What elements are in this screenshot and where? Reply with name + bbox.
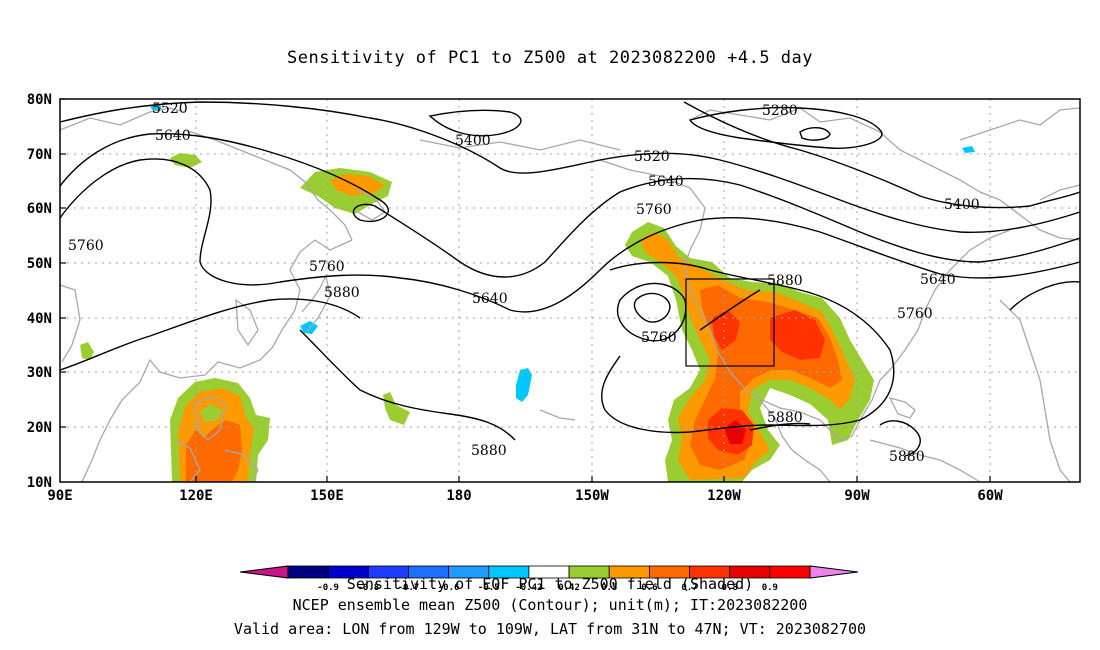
lon-label: 90E [47,488,72,504]
contour-5400-east [683,101,1081,209]
contour-5880-pacific [299,329,516,441]
shade-wpac-hole [200,404,222,422]
contour-5880-inner-low [616,282,687,342]
contour-label: 5760 [309,259,345,275]
contour-5880-carib [879,420,921,457]
colorbar-tick-label: -0.42 [515,583,542,593]
contour-5880-west [59,298,361,371]
colorbar-tick-label: 0.6 [641,583,657,593]
contour-label: 5880 [324,285,360,301]
lon-label: 150E [310,488,344,504]
contour-label: 5640 [648,174,684,190]
colorbar: -0.9 -0.8 -0.7 -0.6 -0.5 -0.42 0.42 0.5 0.6 0.7 0.… [239,565,859,593]
colorbar-tick-label: -0.9 [317,583,339,593]
contour-5280-b [799,127,831,141]
contour-label: 5640 [920,272,956,288]
lon-label: 120W [707,488,741,504]
colorbar-tick-label: 0.9 [762,583,778,593]
contour-5400-west [428,109,522,137]
chart-title: Sensitivity of PC1 to Z500 at 2023082200… [286,48,813,68]
contour-label: 5280 [762,103,798,119]
contour-label: 5760 [636,202,672,218]
shade-cyan-greenland [962,146,975,153]
contour-5280-a [688,106,883,149]
contour-label: 5760 [68,238,104,254]
colorbar-tick-label: 0.42 [558,583,580,593]
shade-cyan-japan [300,321,318,334]
lat-label: 20N [27,420,52,436]
shade-na-red-3 [712,310,740,350]
contour-label: 5520 [634,149,670,165]
contour-label: 5760 [897,306,933,322]
lon-label: 180 [446,488,471,504]
lat-label: 70N [27,147,52,163]
contour-5760 [59,158,1081,313]
contour-5880-ridge [699,289,761,331]
coastlines [59,107,1081,483]
contour-label: 5880 [767,410,803,426]
lat-label: 80N [27,92,52,108]
contour-5880-atl [1009,281,1081,311]
colorbar-tick-label: -0.5 [478,583,500,593]
lat-label: 10N [27,475,52,491]
colorbar-title: Sensitivity of EOF PC1 to Z500 field (Sh… [346,575,754,593]
contour-5640 [59,133,1081,278]
colorbar-tick-label: -0.8 [357,583,379,593]
lat-labels: 80N 70N 60N 50N 40N 30N 20N 10N [27,92,52,491]
contour-label: 5520 [152,101,188,117]
footer-line-2: NCEP ensemble mean Z500 (Contour); unit(… [292,596,808,614]
footer-line-3: Valid area: LON from 129W to 109W, LAT f… [233,620,867,638]
contour-label: 5760 [641,330,677,346]
contour-label: 5880 [767,273,803,289]
contour-label: 5880 [889,449,925,465]
colorbar-tick-label: -0.6 [438,583,460,593]
lon-label: 90W [844,488,870,504]
lat-label: 60N [27,201,52,217]
colorbar-tick-label: 0.7 [681,583,697,593]
contour-label: 5880 [471,443,507,459]
valid-area-box [685,278,775,367]
contour-label: 5400 [455,133,491,149]
shade-green-sea [80,342,94,360]
lat-label: 40N [27,311,52,327]
contour-5880-south [749,422,811,431]
lon-label: 150W [575,488,609,504]
lon-label: 60W [977,488,1003,504]
map-frame [59,98,1081,483]
colorbar-arrow-right [809,565,859,579]
colorbar-tick-label: 0.5 [601,583,617,593]
tick-marks [60,98,991,482]
colorbar-tick-label: -0.7 [398,583,420,593]
grid-lines [60,99,1080,482]
contour-label-group: 5520 5640 5400 5280 5520 5640 5760 5400 … [68,101,980,465]
shade-green-siberia [170,153,202,168]
contour-5880-inner-low2 [633,292,671,323]
colorbar-tick-label: 0.8 [722,583,738,593]
lon-labels: 90E 120E 150E 180 150W 120W 90W 60W [47,488,1003,504]
lat-label: 50N [27,256,52,272]
shade-wpac-red [186,420,242,482]
shade-green-hawaii [383,392,410,425]
shade-na-red-1 [770,310,825,360]
contour-label: 5640 [155,128,191,144]
lat-label: 30N [27,365,52,381]
shade-cyan-central-pac [516,368,532,402]
height-contours [59,101,1081,457]
contour-label: 5640 [472,291,508,307]
contour-5520 [59,101,1081,233]
lon-label: 120E [179,488,213,504]
contour-label: 5400 [944,197,980,213]
contour-5880-ring [601,261,895,434]
